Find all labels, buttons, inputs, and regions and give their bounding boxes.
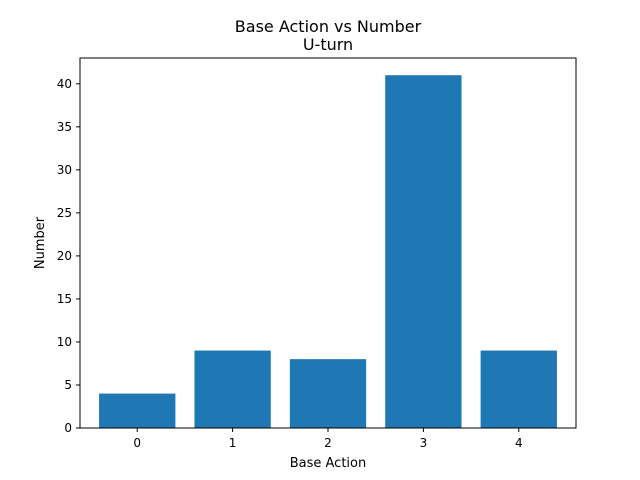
bar-3 (385, 75, 462, 429)
bar-1 (194, 350, 271, 428)
y-axis-ticks: 0 5 10 15 20 25 30 35 40 (57, 77, 80, 435)
y-tick-label: 20 (57, 249, 72, 263)
y-tick-label: 15 (57, 292, 72, 306)
bar-4 (480, 350, 557, 428)
y-tick-label: 40 (57, 77, 72, 91)
plot-frame (79, 57, 577, 429)
bar-2 (289, 359, 367, 428)
chart-subtitle: U-turn (303, 35, 353, 54)
x-tick-label: 1 (229, 436, 237, 450)
chart-title: Base Action vs Number (235, 17, 422, 36)
x-tick-label: 2 (324, 436, 332, 450)
x-axis-ticks: 0 1 2 3 4 (133, 428, 523, 450)
y-tick-label: 35 (57, 120, 72, 134)
x-tick-label: 0 (133, 436, 141, 450)
y-tick-label: 0 (64, 421, 72, 435)
x-axis-label: Base Action (290, 456, 367, 471)
y-tick-label: 25 (57, 206, 72, 220)
x-tick-label: 3 (420, 436, 428, 450)
y-tick-label: 10 (57, 335, 72, 349)
bar-0 (99, 393, 176, 428)
y-axis-label: Number (33, 216, 48, 269)
y-tick-label: 30 (57, 163, 72, 177)
y-tick-label: 5 (64, 378, 72, 392)
x-tick-label: 4 (515, 436, 523, 450)
bars-layer (99, 75, 557, 429)
